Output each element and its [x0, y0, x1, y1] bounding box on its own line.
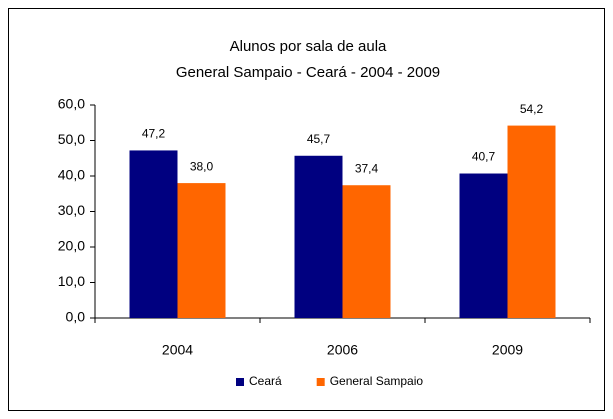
y-tick-label: 20,0 — [58, 238, 85, 254]
bar — [177, 183, 226, 318]
legend-swatch — [236, 378, 244, 386]
bar — [294, 155, 343, 318]
value-label: 54,2 — [520, 102, 544, 116]
bar — [129, 150, 178, 318]
value-label: 38,0 — [190, 159, 214, 173]
y-tick-label: 50,0 — [58, 131, 85, 147]
chart-title: Alunos por sala de aula — [230, 38, 387, 55]
x-tick-label: 2009 — [492, 342, 523, 358]
y-tick-label: 30,0 — [58, 202, 85, 218]
value-label: 45,7 — [307, 132, 331, 146]
legend-label: Ceará — [249, 374, 282, 388]
y-tick-label: 0,0 — [66, 309, 86, 325]
x-tick-label: 2006 — [327, 342, 358, 358]
value-label: 40,7 — [472, 150, 496, 164]
chart-subtitle: General Sampaio - Ceará - 2004 - 2009 — [176, 64, 440, 81]
bar — [459, 173, 508, 318]
y-tick-label: 10,0 — [58, 273, 85, 289]
x-tick-label: 2004 — [162, 342, 193, 358]
value-label: 37,4 — [355, 161, 379, 175]
value-label: 47,2 — [142, 127, 166, 141]
bar — [342, 185, 391, 318]
y-tick-label: 60,0 — [58, 96, 85, 112]
bar — [507, 125, 556, 318]
legend-swatch — [316, 378, 325, 386]
legend-label: General Sampaio — [330, 374, 424, 388]
y-tick-label: 40,0 — [58, 167, 85, 183]
